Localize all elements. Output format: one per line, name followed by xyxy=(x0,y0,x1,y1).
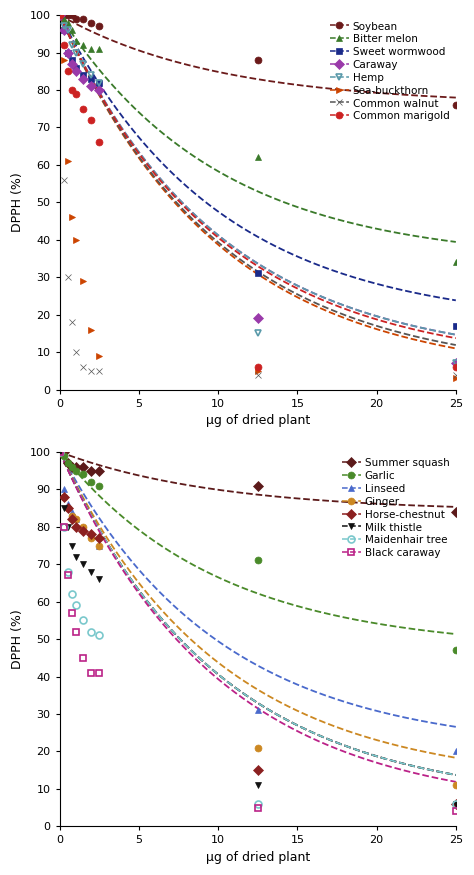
Y-axis label: DPPH (%): DPPH (%) xyxy=(11,172,24,232)
X-axis label: μg of dried plant: μg of dried plant xyxy=(206,414,310,427)
Legend: Soybean, Bitter melon, Sweet wormwood, Caraway, Hemp, Sea-buckthorn, Common waln: Soybean, Bitter melon, Sweet wormwood, C… xyxy=(326,18,454,126)
Legend: Summer squash, Garlic, Linseed, Ginger, Horse-chestnut, Milk thistle, Maidenhair: Summer squash, Garlic, Linseed, Ginger, … xyxy=(338,454,454,563)
X-axis label: μg of dried plant: μg of dried plant xyxy=(206,850,310,864)
Y-axis label: DPPH (%): DPPH (%) xyxy=(11,609,24,669)
